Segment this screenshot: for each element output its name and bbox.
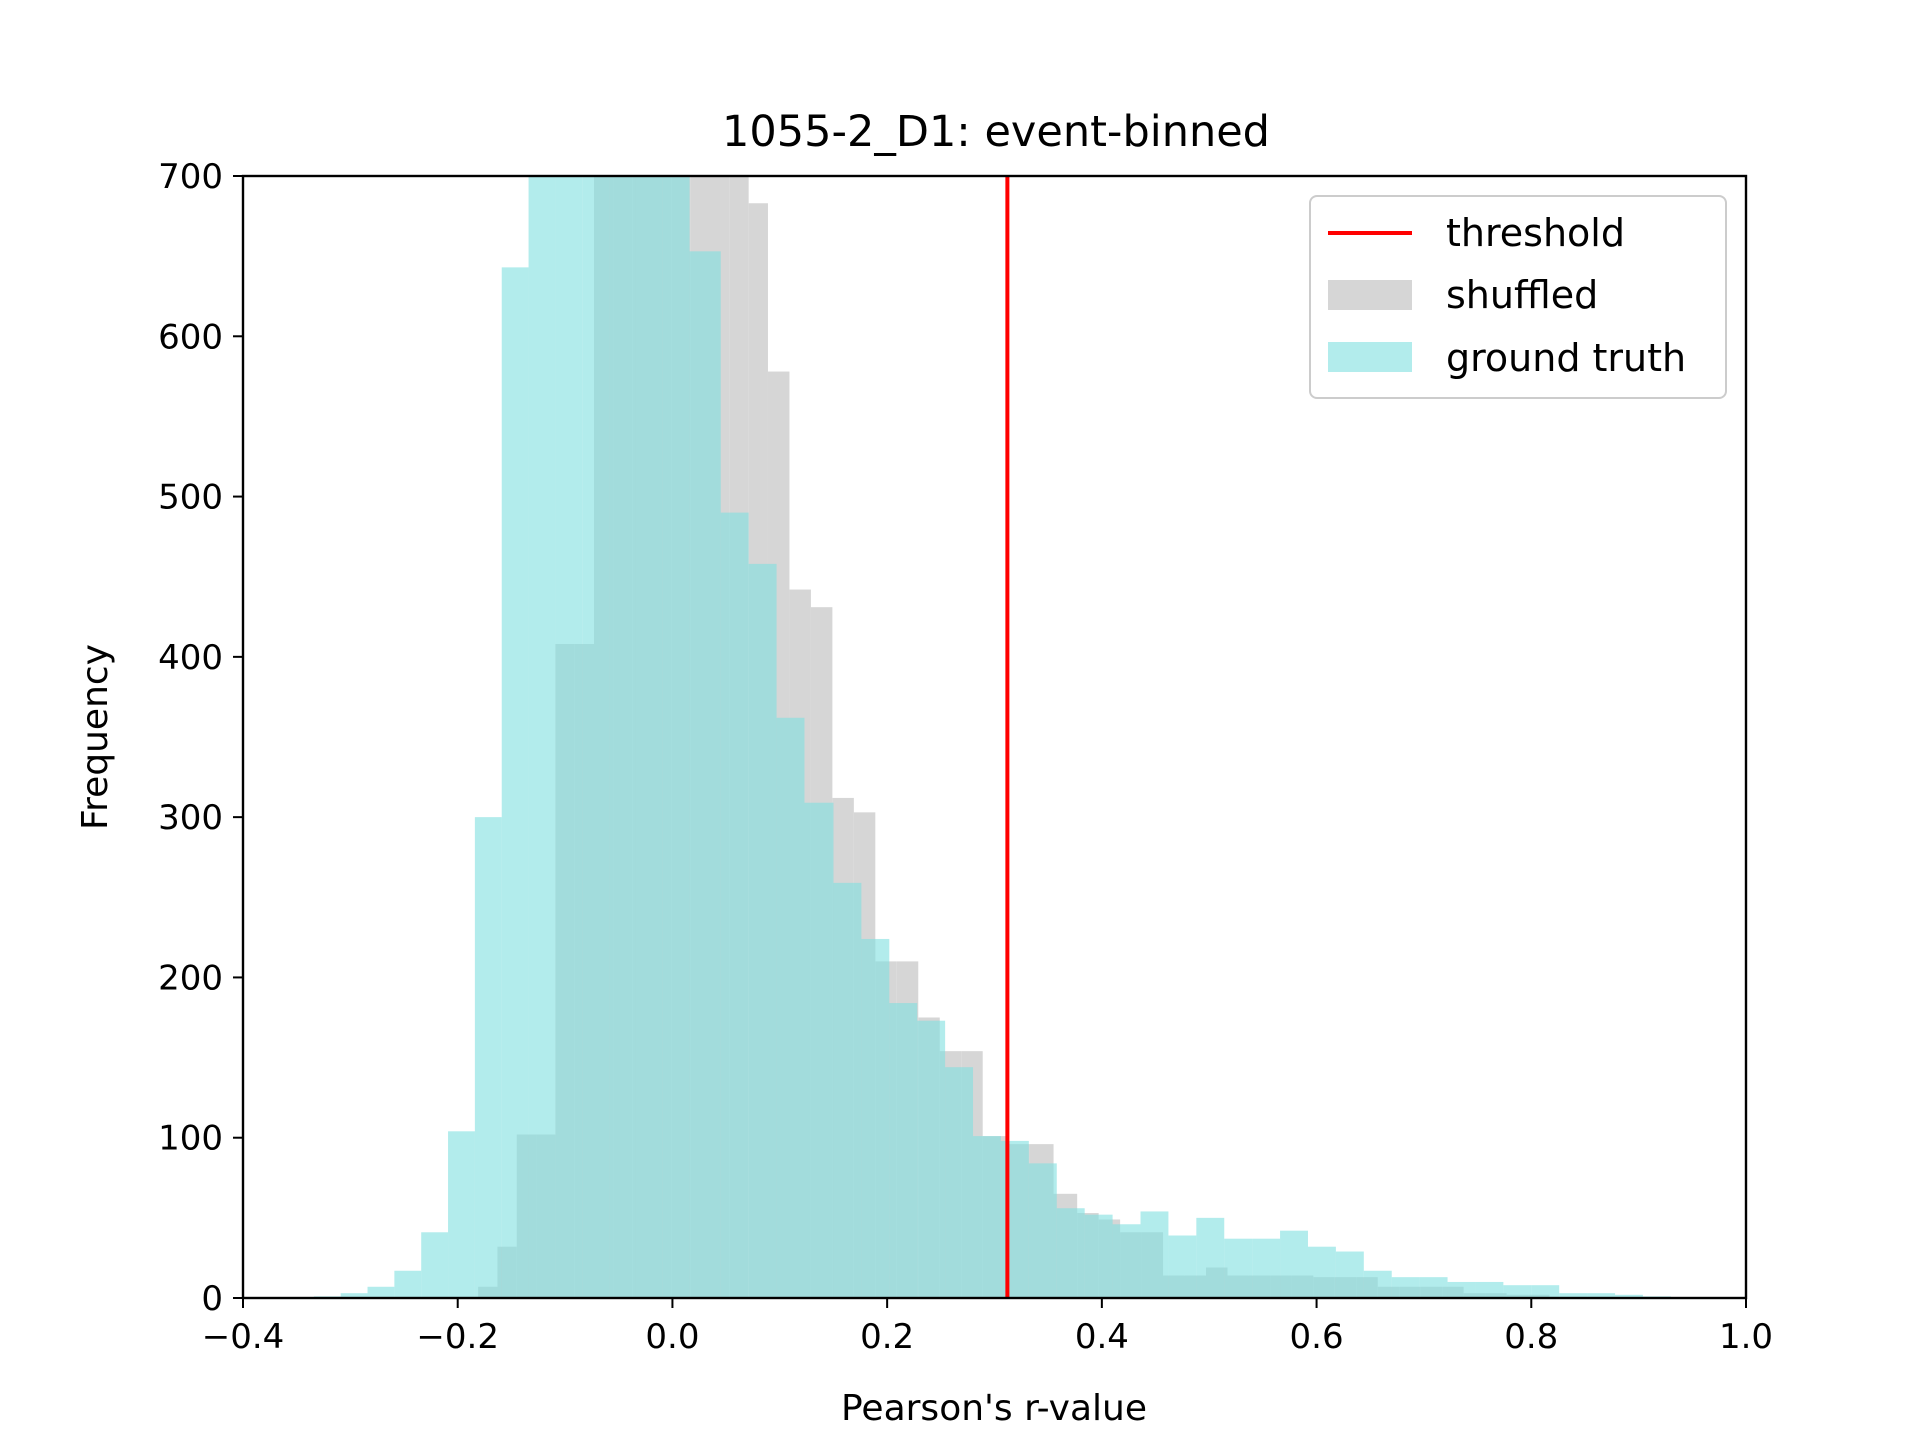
ground-truth-bar <box>1475 1281 1504 1298</box>
ground-truth-bar <box>833 882 862 1298</box>
ground-truth-bar <box>1503 1285 1532 1298</box>
ground-truth-bar <box>804 802 834 1298</box>
legend-box <box>1309 195 1727 399</box>
ground-truth-bar <box>1112 1224 1141 1298</box>
ground-truth-bar <box>776 717 805 1298</box>
ground-truth-bar <box>1196 1217 1225 1298</box>
ground-truth-bar <box>340 1293 368 1298</box>
ground-truth-bar <box>1168 1235 1197 1298</box>
axes-frame <box>241 174 1748 1300</box>
ground-truth-bar <box>1140 1211 1169 1298</box>
y-tick-label: 400 <box>158 638 223 678</box>
ground-truth-bar <box>1559 1293 1588 1298</box>
ground-truth-bar <box>421 1232 449 1298</box>
ground-truth-bar <box>367 1286 395 1298</box>
ground-truth-bar <box>609 176 636 1298</box>
ground-truth-bar <box>394 1270 422 1298</box>
y-tick-label: 300 <box>158 798 223 838</box>
ground-truth-bar <box>1252 1238 1281 1298</box>
plot-area <box>313 176 1671 1299</box>
ground-truth-bar <box>662 176 690 1298</box>
x-tick-label: −0.4 <box>202 1317 285 1357</box>
ground-truth-bar <box>1531 1285 1560 1298</box>
ground-truth-bar <box>1084 1214 1113 1298</box>
x-tick-label: 0.2 <box>860 1317 914 1357</box>
ground-truth-bar <box>448 1131 475 1298</box>
y-tick-label: 600 <box>158 317 223 357</box>
ground-truth-bar <box>582 176 610 1298</box>
ground-truth-bar <box>1307 1246 1336 1298</box>
legend-label-threshold: threshold <box>1446 211 1625 255</box>
ground-truth-bar <box>1224 1238 1253 1298</box>
x-axis-label: Pearson's r-value <box>841 1388 1147 1429</box>
y-axis: 0 100 200 300 400 500 600 700 <box>158 157 243 1319</box>
ground-truth-bar <box>1447 1281 1476 1298</box>
x-axis: −0.4 −0.2 0.0 0.2 0.4 0.6 0.8 1.0 <box>202 1298 1773 1357</box>
ground-truth-bar <box>861 938 890 1298</box>
x-tick-label: 0.0 <box>645 1317 699 1357</box>
legend: threshold shuffled ground truth <box>1309 195 1727 399</box>
ground-truth-bar <box>1280 1230 1308 1298</box>
x-tick-label: 0.6 <box>1290 1317 1344 1357</box>
ground-truth-bar <box>1335 1251 1364 1298</box>
legend-swatch-shuffled <box>1328 280 1412 310</box>
legend-swatch-ground-truth <box>1328 342 1412 372</box>
ground-truth-bar <box>720 512 749 1298</box>
x-tick-label: −0.2 <box>416 1317 499 1357</box>
ground-truth-bar <box>501 267 529 1298</box>
x-tick-label: 0.4 <box>1075 1317 1129 1357</box>
y-tick-label: 100 <box>158 1119 223 1159</box>
ground-truth-bar <box>555 176 583 1298</box>
y-tick-label: 0 <box>201 1279 223 1319</box>
ground-truth-bar <box>689 251 721 1299</box>
x-tick-label: 0.8 <box>1504 1317 1558 1357</box>
x-tick-label: 1.0 <box>1719 1317 1773 1357</box>
ground-truth-bar <box>1363 1270 1392 1298</box>
ground-truth-bar <box>917 1020 946 1298</box>
y-axis-label: Frequency <box>75 644 116 830</box>
ground-truth-bar <box>1587 1293 1616 1298</box>
y-tick-label: 700 <box>158 157 223 197</box>
y-tick-label: 200 <box>158 958 223 998</box>
ground-truth-bar <box>635 176 663 1298</box>
series-ground-truth <box>313 176 1671 1299</box>
ground-truth-bar <box>1028 1163 1057 1298</box>
ground-truth-bar <box>1056 1208 1085 1298</box>
ground-truth-bar <box>889 1003 918 1298</box>
legend-label-shuffled: shuffled <box>1446 273 1598 317</box>
chart-title: 1055-2_D1: event-binned <box>722 107 1270 157</box>
ground-truth-bar <box>748 563 777 1298</box>
ground-truth-bar <box>945 1067 974 1298</box>
ground-truth-bar <box>474 817 502 1298</box>
ground-truth-bar <box>1391 1277 1420 1298</box>
ground-truth-bar <box>1615 1294 1643 1298</box>
ground-truth-bar <box>1419 1277 1448 1298</box>
ground-truth-bar <box>1000 1140 1029 1298</box>
ground-truth-bar <box>973 1136 1001 1298</box>
y-tick-label: 500 <box>158 478 223 518</box>
ground-truth-bar <box>528 176 556 1298</box>
legend-label-ground-truth: ground truth <box>1446 336 1686 380</box>
